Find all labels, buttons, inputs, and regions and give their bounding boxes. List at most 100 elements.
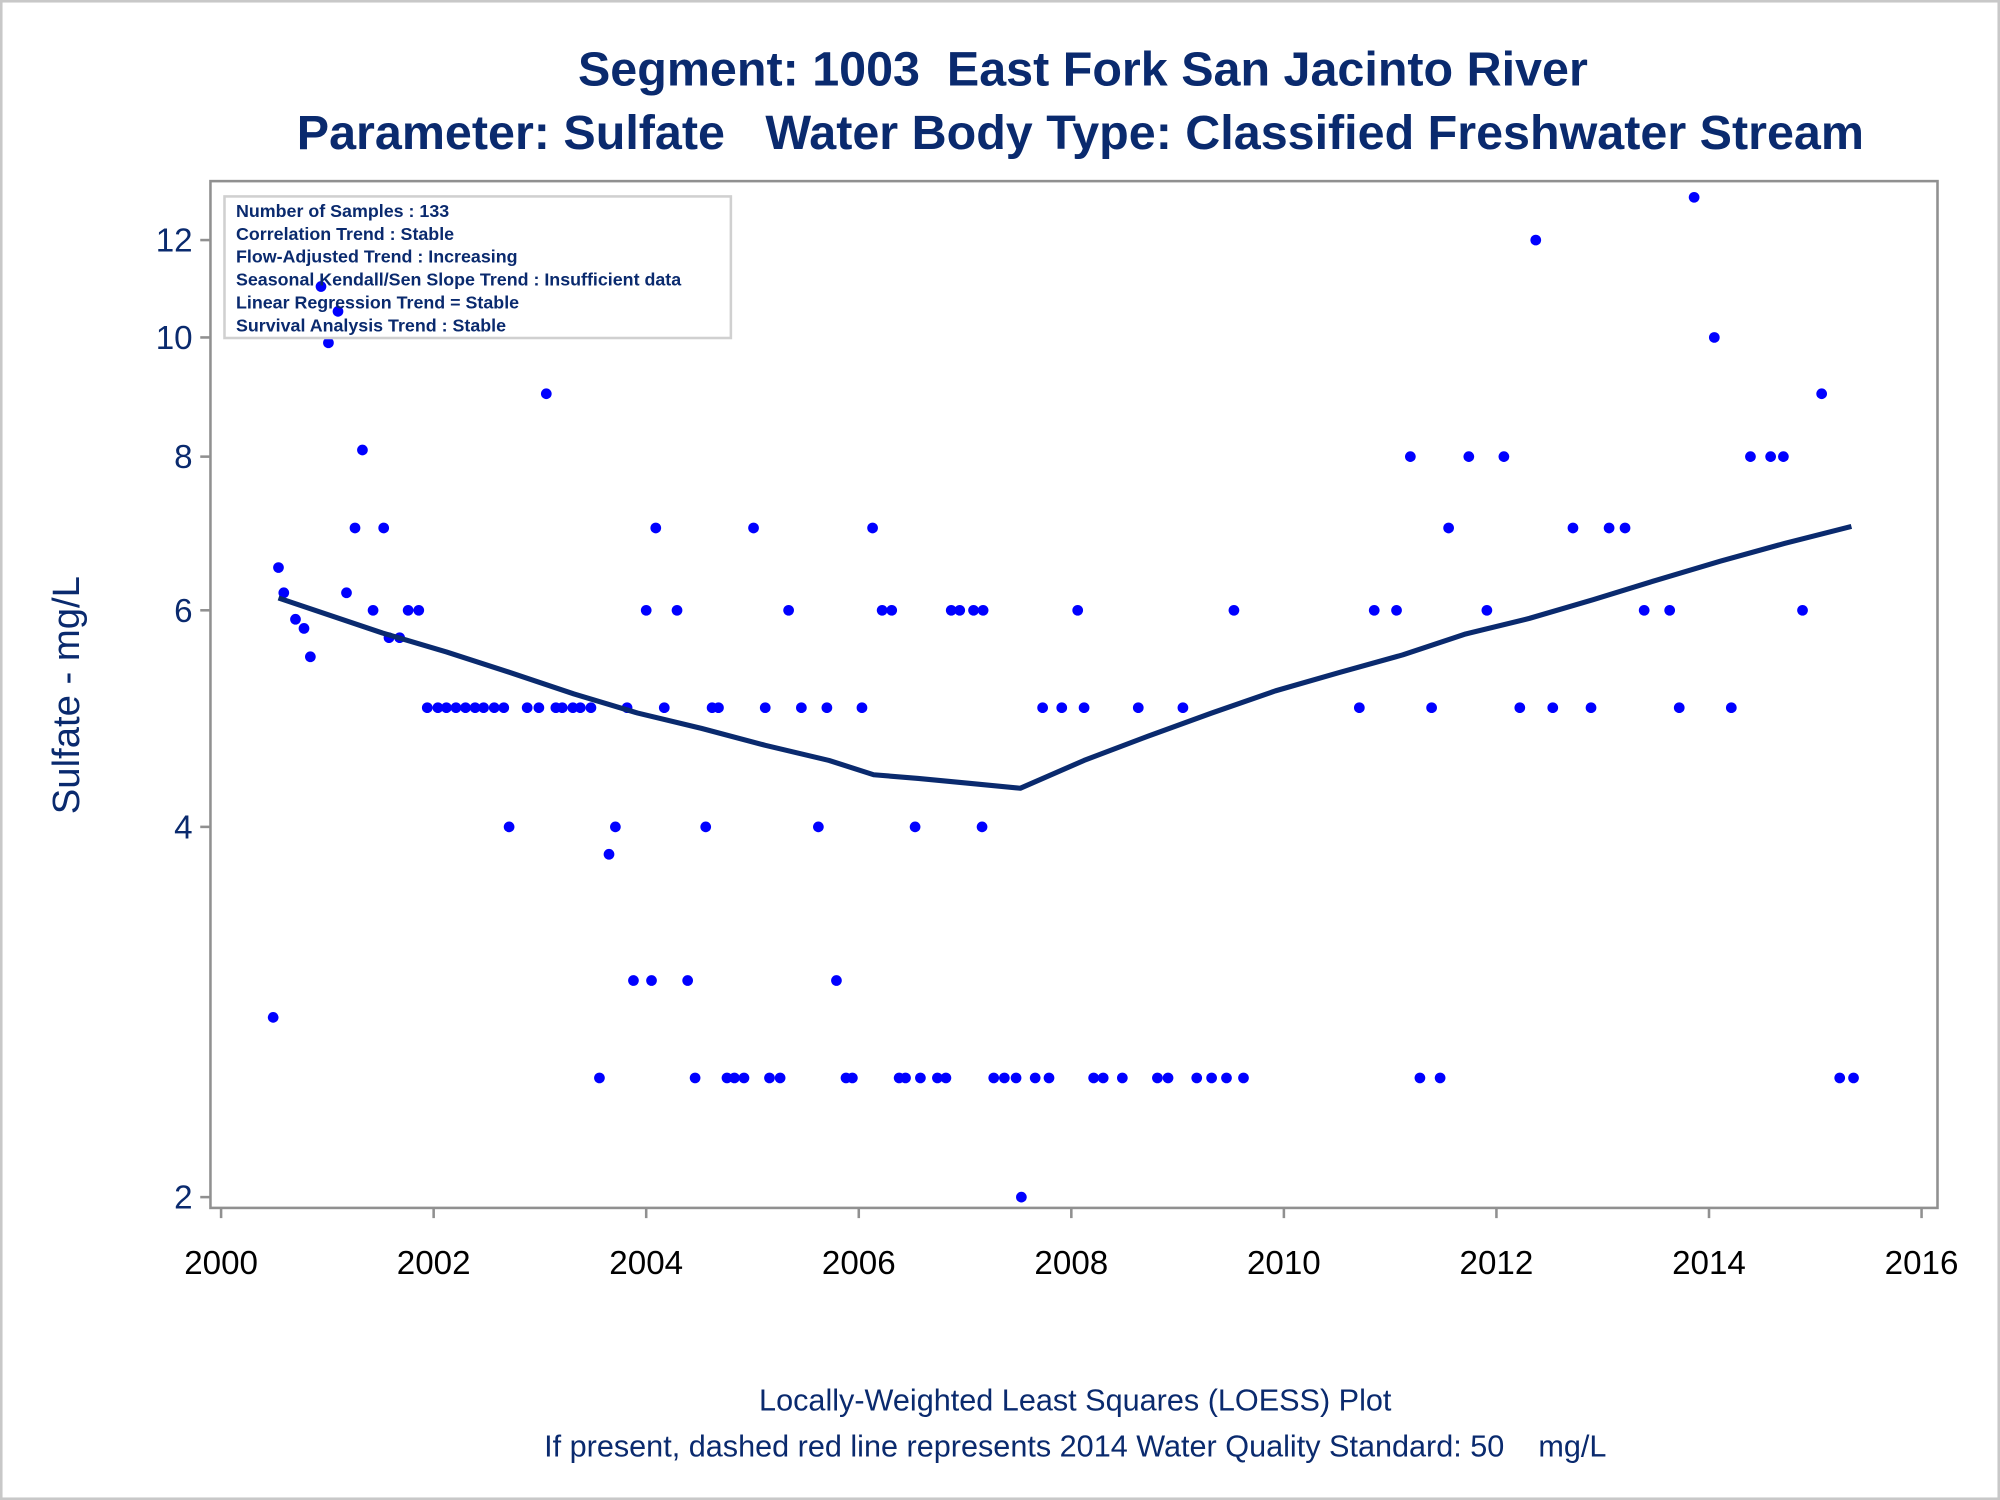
data-point: [1708, 332, 1720, 343]
data-point: [273, 562, 284, 573]
data-point: [774, 1072, 786, 1084]
data-point: [349, 522, 361, 534]
x-tick-label: 2008: [1034, 1245, 1108, 1282]
y-tick-label: 10: [156, 320, 193, 357]
data-point: [831, 975, 842, 986]
data-point: [610, 821, 621, 833]
data-point: [1043, 1072, 1055, 1084]
data-point: [315, 281, 327, 292]
data-point: [574, 702, 586, 714]
data-point: [540, 388, 552, 400]
data-point: [759, 702, 771, 714]
x-tick-label: 2004: [609, 1245, 683, 1282]
data-point: [940, 1072, 952, 1084]
footnote: Locally-Weighted Least Squares (LOESS) P…: [759, 1384, 1392, 1418]
data-point: [867, 522, 878, 534]
data-point: [821, 702, 833, 714]
data-point: [738, 1072, 750, 1084]
data-point: [954, 604, 966, 616]
data-point: [498, 702, 510, 714]
data-point: [856, 702, 868, 714]
data-point: [1481, 604, 1493, 616]
y-tick-label: 2: [174, 1180, 192, 1217]
data-point: [700, 821, 712, 833]
data-point: [1530, 234, 1542, 246]
data-point: [640, 604, 652, 616]
annotation: Flow-Adjusted Trend : Increasing: [236, 247, 518, 267]
data-point: [1097, 1072, 1109, 1084]
data-point: [488, 702, 500, 714]
data-point: [332, 306, 344, 317]
data-point: [503, 821, 515, 833]
annotation: Number of Samples : 133: [236, 201, 449, 221]
data-point: [1498, 451, 1510, 462]
plot-border: [209, 179, 1939, 1210]
data-point: [1778, 451, 1789, 462]
data-point: [968, 604, 979, 616]
data-point: [1567, 522, 1579, 534]
data-point: [813, 821, 824, 833]
data-point: [1585, 702, 1597, 714]
data-point: [1404, 451, 1416, 462]
x-tick-label: 2010: [1247, 1245, 1321, 1282]
data-point: [567, 702, 579, 714]
annotation: Seasonal Kendall/Sen Slope Trend : Insuf…: [236, 270, 682, 290]
data-point: [1116, 1072, 1128, 1084]
y-tick-label: 6: [174, 593, 192, 630]
data-point: [1848, 1072, 1859, 1084]
data-point: [1414, 1072, 1426, 1084]
data-point: [305, 651, 316, 663]
data-point: [378, 522, 390, 534]
data-point: [847, 1072, 858, 1084]
data-point: [682, 975, 694, 986]
data-point: [450, 702, 462, 714]
data-point: [748, 522, 759, 534]
data-point: [1228, 604, 1240, 616]
data-point: [594, 1072, 605, 1084]
loess-line: [277, 523, 1853, 791]
data-point: [267, 1012, 279, 1023]
data-point: [1443, 522, 1454, 534]
data-point: [323, 337, 334, 349]
data-point: [1514, 702, 1526, 714]
data-point: [1132, 702, 1144, 714]
data-point: [367, 604, 379, 616]
data-point: [713, 702, 724, 714]
data-point: [671, 604, 683, 616]
data-point: [278, 587, 290, 599]
data-point: [1010, 1072, 1022, 1084]
data-point: [1162, 1072, 1174, 1084]
annotation: Correlation Trend : Stable: [236, 224, 454, 244]
x-tick-label: 2014: [1672, 1245, 1746, 1282]
data-point: [721, 1072, 733, 1084]
data-point: [1221, 1072, 1232, 1084]
data-point: [999, 1072, 1010, 1084]
data-point: [556, 702, 568, 714]
data-point: [1745, 451, 1756, 462]
y-tick-label: 8: [174, 439, 192, 476]
data-point: [658, 702, 670, 714]
data-point: [521, 702, 533, 714]
data-point: [915, 1072, 926, 1084]
data-point: [1688, 191, 1700, 203]
data-point: [988, 1072, 1000, 1084]
data-point: [977, 604, 989, 616]
data-point: [783, 604, 794, 616]
chart-title: Segment: 1003 East Fork San Jacinto Rive…: [578, 42, 1588, 96]
data-point: [441, 702, 452, 714]
x-tick-label: 2006: [822, 1245, 896, 1282]
data-point: [413, 604, 425, 616]
plot-area: [267, 191, 1859, 1203]
data-point: [1029, 1072, 1041, 1084]
data-point: [764, 1072, 775, 1084]
data-point: [421, 702, 433, 714]
data-point: [478, 702, 489, 714]
y-axis-label: Sulfate - mg/L: [45, 576, 88, 814]
data-point: [298, 623, 310, 634]
data-point: [290, 613, 301, 625]
data-point: [876, 604, 888, 616]
x-tick-label: 2002: [397, 1245, 471, 1282]
data-point: [1603, 522, 1615, 534]
